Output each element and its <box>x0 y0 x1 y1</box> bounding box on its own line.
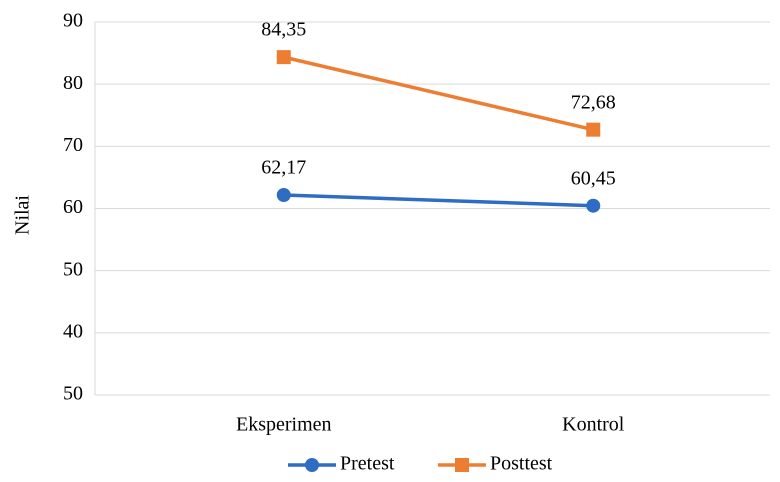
marker <box>586 198 601 213</box>
legend-marker <box>455 458 469 472</box>
y-tick-label: 50 <box>63 383 83 405</box>
marker <box>276 50 291 65</box>
series-line <box>283 193 594 208</box>
y-tick-label: 70 <box>63 134 83 156</box>
legend-marker <box>305 458 319 472</box>
y-tick-label: 80 <box>63 72 83 94</box>
legend-label: Posttest <box>490 453 553 475</box>
y-tick-label: 90 <box>63 10 83 32</box>
data-label: 62,17 <box>261 157 306 179</box>
y-tick-label: 40 <box>63 320 83 342</box>
data-label: 72,68 <box>571 91 616 113</box>
y-tick-label: 60 <box>63 196 83 218</box>
data-label: 60,45 <box>571 167 616 189</box>
y-tick-label: 50 <box>63 258 83 280</box>
marker <box>276 188 291 203</box>
marker <box>586 122 601 137</box>
legend-label: Pretest <box>340 453 395 475</box>
y-axis-label: Nilai <box>12 195 34 235</box>
x-tick-label: Kontrol <box>562 414 625 436</box>
x-tick-label: Eksperimen <box>236 414 332 436</box>
series-line <box>283 55 594 132</box>
data-label: 84,35 <box>261 19 306 41</box>
